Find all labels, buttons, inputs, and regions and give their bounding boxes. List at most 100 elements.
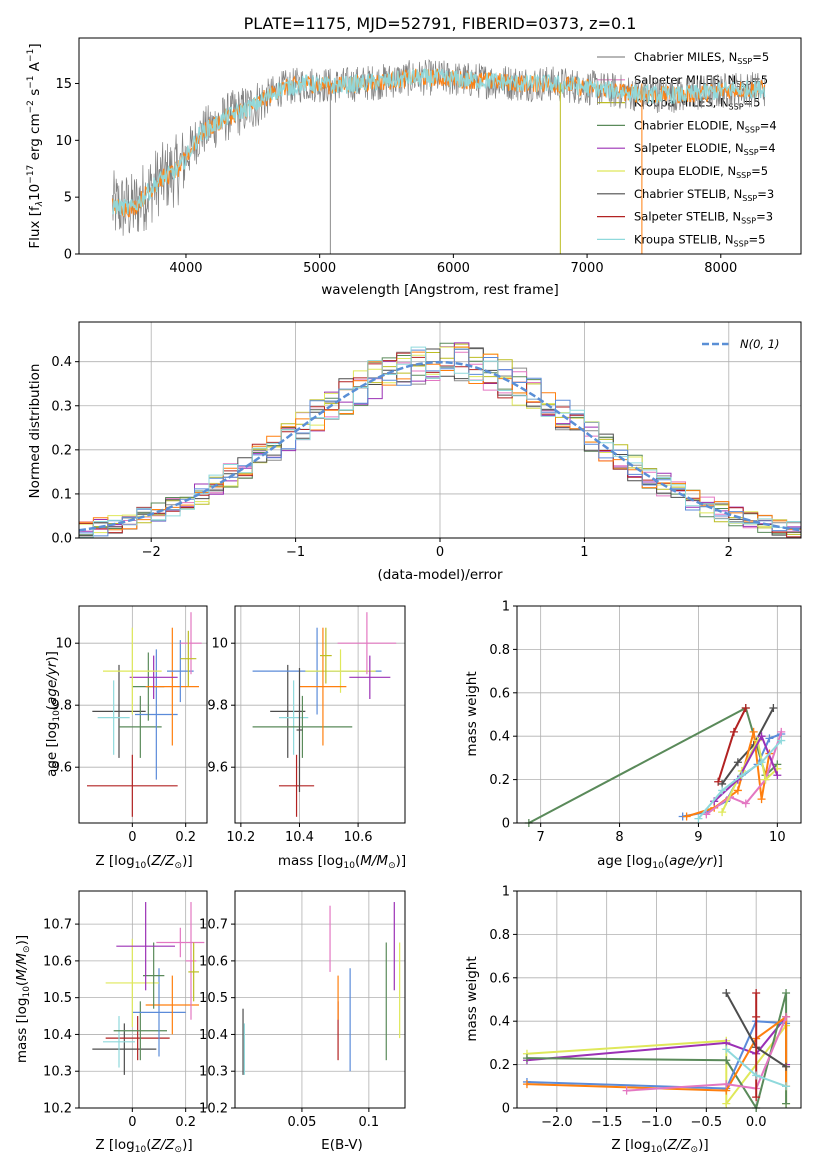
y-tick-label: 10.2 — [43, 1102, 72, 1117]
residuals-plot-area — [79, 342, 801, 538]
x-tick-label: 0.2 — [175, 830, 196, 845]
y-tick-label: 0.6 — [489, 971, 510, 986]
series-marker — [765, 734, 774, 743]
series-line — [626, 1016, 788, 1092]
series-marker — [722, 988, 731, 997]
y-tick-label: 0.4 — [489, 730, 510, 745]
legend-entry-label: Kroupa STELIB, NSSP=5 — [634, 232, 765, 248]
y-tick-label: 0 — [64, 248, 72, 263]
x-tick-label: 0.2 — [175, 1115, 196, 1130]
x-tick-label: 4000 — [169, 261, 202, 276]
series-marker — [782, 1012, 791, 1021]
y-tick-label: 0.6 — [489, 686, 510, 701]
errorbar-plot-area — [252, 612, 397, 817]
x-tick-label: 10.2 — [226, 830, 255, 845]
series-marker — [752, 1071, 761, 1080]
y-tick-label: 0.0 — [51, 532, 72, 547]
y-tick-label: 9.6 — [207, 761, 228, 776]
legend-entry-label: Chabrier STELIB, NSSP=3 — [634, 187, 774, 203]
y-tick-label: 10.3 — [43, 1065, 72, 1080]
x-tick-label: 10 — [769, 830, 786, 845]
x-tick-label: −2 — [142, 545, 161, 560]
y-tick-label: 0 — [502, 1102, 510, 1117]
y-tick-label: 10.4 — [43, 1028, 72, 1043]
y-tick-label: 9.8 — [207, 699, 228, 714]
mwZ-ylabel: mass weight — [464, 956, 480, 1041]
legend-entry-label: Chabrier MILES, NSSP=5 — [634, 50, 769, 66]
legend-entry-label: Chabrier ELODIE, NSSP=4 — [634, 118, 777, 134]
ageZ-xlabel: Z [log10(Z/Z⊙)] — [95, 853, 192, 871]
spectrum-ylabel: Flux [fλ10−17 erg cm−2 s−1 A−1] — [26, 43, 45, 248]
x-tick-label: 8 — [615, 830, 623, 845]
y-tick-label: 10 — [55, 134, 72, 149]
ageM-xlabel: mass [log10(M/M⊙)] — [278, 853, 406, 871]
series-marker — [749, 727, 758, 736]
series-marker — [622, 1086, 631, 1095]
mass-vs-extinction-panel: E(B-V) 0.05 0.1 10.2 10.3 10.4 10.5 10.6 10.7 — [199, 890, 406, 1153]
x-tick-label: −1.0 — [641, 1115, 673, 1130]
spectrum-plot-area — [111, 58, 766, 254]
x-tick-label: 7 — [537, 830, 545, 845]
series-marker — [722, 1080, 731, 1089]
mwAge-xlabel: age [log10(age/yr)] — [597, 853, 723, 871]
y-tick-label: 0.1 — [51, 487, 72, 502]
massZ-ylabel: mass [log10(M/M⊙)] — [14, 935, 32, 1063]
y-tick-label: 10.3 — [199, 1065, 228, 1080]
y-tick-label: 10.2 — [199, 1102, 228, 1117]
series-marker — [733, 786, 742, 795]
x-tick-label: 0.0 — [746, 1115, 767, 1130]
series-marker — [694, 814, 703, 823]
series-marker — [729, 727, 738, 736]
x-tick-label: 10.4 — [285, 830, 314, 845]
axes-frame — [78, 37, 802, 255]
series-marker — [782, 988, 791, 997]
x-tick-label: −0.5 — [691, 1115, 723, 1130]
spectrum-panel: wavelength [Angstrom, rest frame] Flux [… — [26, 37, 802, 298]
y-tick-label: 0.8 — [489, 928, 510, 943]
y-tick-label: 9.8 — [51, 699, 72, 714]
x-tick-label: 0.1 — [359, 1115, 380, 1130]
x-tick-label: 2 — [725, 545, 733, 560]
model-spectrum-line — [112, 67, 766, 217]
series-marker — [722, 1099, 731, 1108]
series-marker — [761, 775, 770, 784]
y-tick-label: 10 — [211, 637, 228, 652]
series-marker — [777, 727, 786, 736]
figure-title: PLATE=1175, MJD=52791, FIBERID=0373, z=0… — [244, 14, 637, 33]
residual-histogram-step — [79, 346, 801, 538]
y-tick-label: 0.2 — [489, 1058, 510, 1073]
x-tick-label: 0.05 — [287, 1115, 316, 1130]
series-marker — [722, 1056, 731, 1065]
series-marker — [752, 1093, 761, 1102]
series-marker — [769, 703, 778, 712]
series-marker — [782, 1062, 791, 1071]
mass-vs-metallicity-panel: Z [log10(Z/Z⊙)] mass [log10(M/M⊙)] 0 0.2 1… — [14, 890, 208, 1155]
series-marker — [718, 786, 727, 795]
x-tick-label: 5000 — [303, 261, 336, 276]
y-tick-label: 10.7 — [43, 918, 72, 933]
y-tick-label: 9.6 — [51, 761, 72, 776]
spectrum-xlabel: wavelength [Angstrom, rest frame] — [321, 282, 559, 298]
series-marker — [737, 771, 746, 780]
errorbar-plot-area — [92, 902, 205, 1075]
age-vs-metallicity-panel: Z [log10(Z/Z⊙)] age [log10(age/yr)] 0 0.2… — [44, 605, 208, 871]
series-marker — [733, 758, 742, 767]
series-marker — [752, 988, 761, 997]
age-vs-mass-panel: mass [log10(M/M⊙)] 10.2 10.4 10.6 9.6 9.8 10 — [207, 605, 406, 871]
legend-entry-label: Salpeter STELIB, NSSP=3 — [634, 210, 773, 226]
y-tick-label: 10.6 — [43, 954, 72, 969]
ageZ-ylabel: age [log10(age/yr)] — [44, 651, 62, 777]
x-tick-label: 0 — [128, 1115, 136, 1130]
x-tick-label: 9 — [694, 830, 702, 845]
y-tick-label: 0.3 — [51, 399, 72, 414]
massE-xlabel: E(B-V) — [321, 1137, 363, 1153]
series-marker — [757, 732, 766, 741]
model-spectrum-line — [111, 68, 766, 218]
gaussian-curve — [79, 360, 801, 532]
residuals-ylabel: Normed distribution — [27, 364, 43, 499]
y-tick-label: 0.2 — [489, 773, 510, 788]
x-tick-label: 0 — [128, 830, 136, 845]
x-tick-label: 0 — [436, 545, 444, 560]
series-marker — [522, 1054, 531, 1063]
